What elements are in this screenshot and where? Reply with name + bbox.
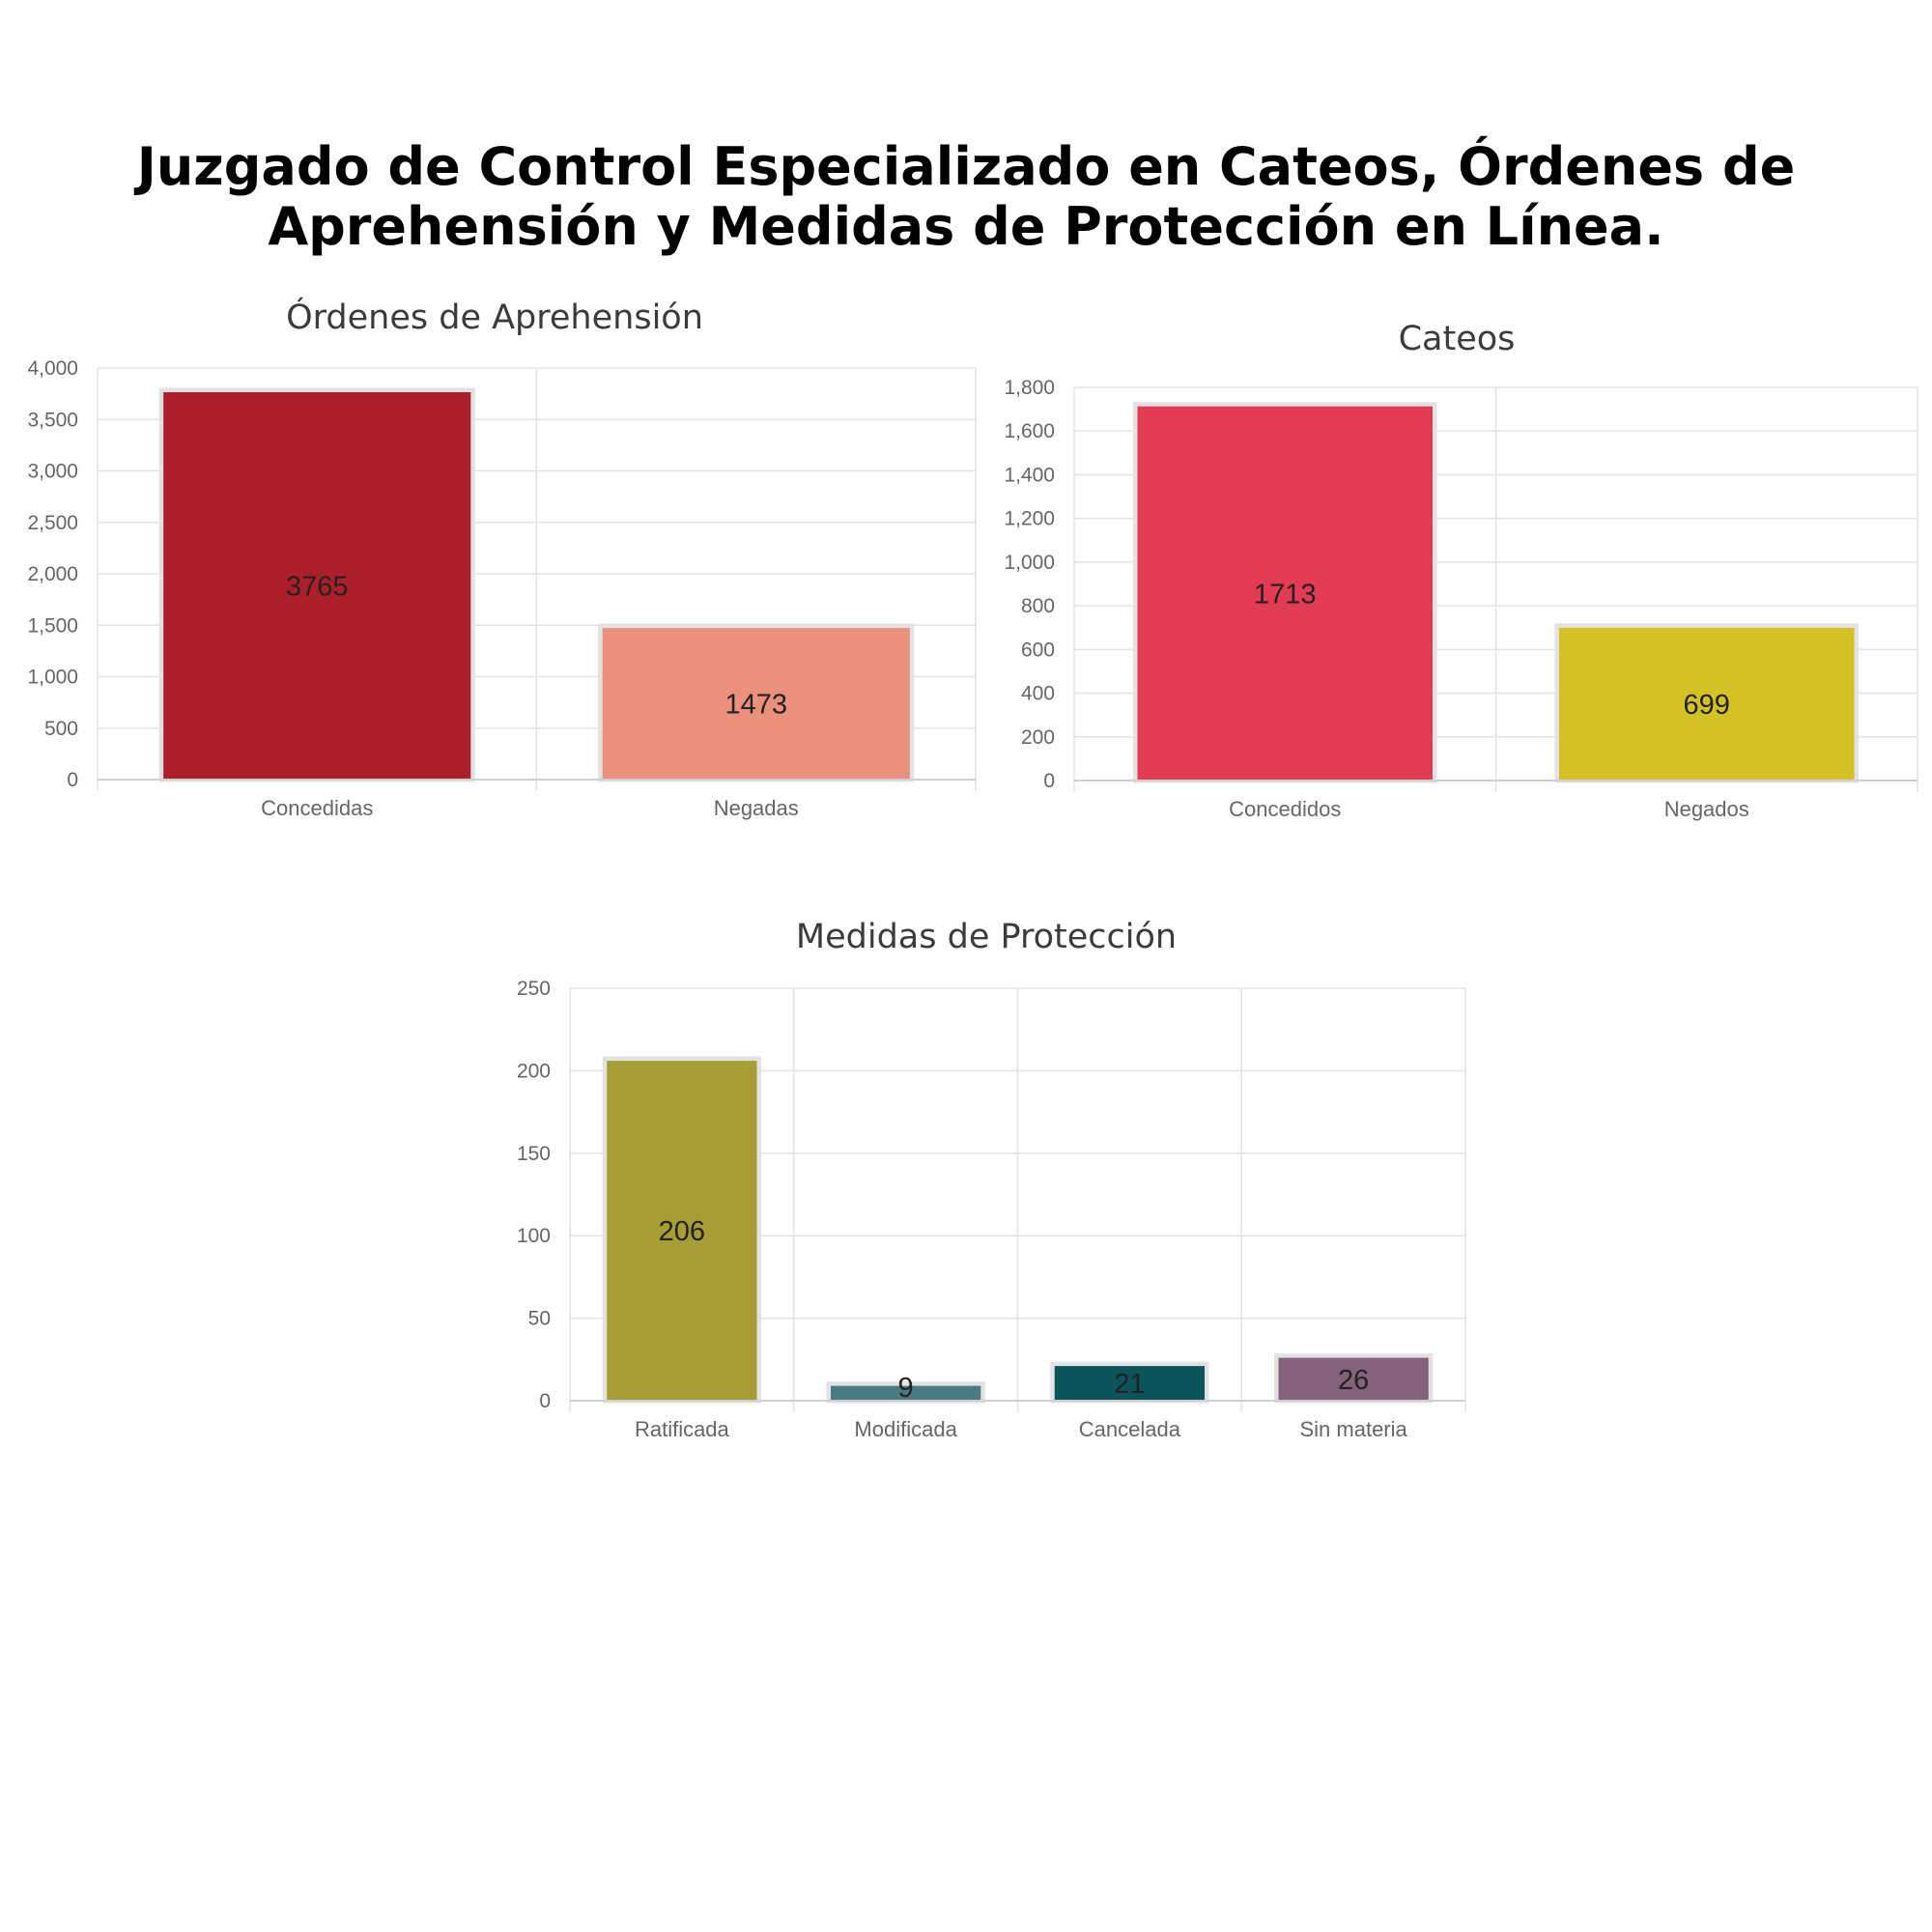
page-title: Juzgado de Control Especializado en Cate… bbox=[0, 137, 1932, 257]
chart-ordenes-aprehension: Órdenes de Aprehensión 0 500 1,000 1,500 2,00… bbox=[27, 297, 977, 820]
y-tick-label: 100 bbox=[517, 1225, 551, 1247]
x-category-label: Concedidos bbox=[1229, 797, 1341, 821]
bar-sin-materia bbox=[1278, 1357, 1429, 1401]
y-tick-label: 2,000 bbox=[27, 563, 78, 585]
y-tick-label: 1,200 bbox=[1004, 508, 1055, 530]
y-tick-label: 1,400 bbox=[1004, 464, 1055, 486]
x-category-label: Negadas bbox=[714, 796, 799, 820]
page-title-line-1: Juzgado de Control Especializado en Cate… bbox=[136, 136, 1796, 197]
x-category-label: Sin materia bbox=[1299, 1417, 1407, 1441]
y-tick-label: 800 bbox=[1021, 595, 1055, 617]
data-label: 1713 bbox=[1254, 579, 1317, 610]
data-label: 206 bbox=[659, 1216, 705, 1247]
data-label: 3765 bbox=[286, 572, 349, 603]
x-category-label: Ratificada bbox=[635, 1417, 730, 1441]
y-tick-label: 200 bbox=[517, 1060, 551, 1082]
x-category-label: Concedidas bbox=[261, 796, 373, 820]
data-label: 1473 bbox=[724, 690, 787, 721]
y-tick-label: 50 bbox=[528, 1308, 551, 1330]
bar-concedidos bbox=[1137, 406, 1434, 781]
y-tick-label: 3,500 bbox=[27, 409, 78, 431]
x-category-label: Negados bbox=[1664, 797, 1749, 821]
bar-modificada bbox=[830, 1385, 981, 1401]
y-tick-label: 0 bbox=[67, 769, 78, 791]
data-label: 9 bbox=[898, 1373, 914, 1404]
y-tick-label: 150 bbox=[517, 1143, 551, 1165]
y-tick-label: 1,600 bbox=[1004, 420, 1055, 442]
bar-negados bbox=[1558, 627, 1855, 781]
y-tick-label: 1,800 bbox=[1004, 377, 1055, 399]
chart-medidas-proteccion: Medidas de Protección 0 50 100 150 200 250 206 R… bbox=[517, 918, 1466, 1441]
chart-title: Órdenes de Aprehensión bbox=[286, 297, 703, 337]
y-tick-label: 250 bbox=[517, 978, 551, 1000]
y-tick-label: 3,000 bbox=[27, 461, 78, 483]
data-label: 699 bbox=[1684, 690, 1730, 721]
y-tick-label: 4,000 bbox=[27, 357, 78, 380]
y-tick-label: 1,000 bbox=[27, 667, 78, 689]
y-tick-label: 500 bbox=[44, 718, 78, 740]
chart-title: Cateos bbox=[1399, 320, 1516, 358]
bar-negadas bbox=[602, 628, 910, 780]
y-tick-label: 600 bbox=[1021, 639, 1055, 661]
bar-concedidas bbox=[163, 392, 471, 780]
bar-cancelada bbox=[1054, 1366, 1206, 1401]
y-tick-label: 2,500 bbox=[27, 512, 78, 534]
bar-ratificada bbox=[607, 1061, 757, 1401]
y-tick-label: 0 bbox=[539, 1390, 551, 1412]
y-tick-label: 1,000 bbox=[1004, 552, 1055, 574]
x-category-label: Modificada bbox=[854, 1417, 957, 1441]
chart-cateos: Cateos 0 200 400 600 800 1,000 1,200 1,400 1,600 1… bbox=[1004, 320, 1918, 821]
data-label: 21 bbox=[1114, 1369, 1145, 1400]
y-tick-label: 400 bbox=[1021, 683, 1055, 705]
data-label: 26 bbox=[1338, 1365, 1369, 1396]
page-title-line-2: Aprehensión y Medidas de Protección en L… bbox=[268, 196, 1664, 257]
chart-title: Medidas de Protección bbox=[796, 918, 1177, 956]
y-tick-label: 1,500 bbox=[27, 614, 78, 637]
x-category-label: Cancelada bbox=[1079, 1417, 1181, 1441]
y-tick-label: 200 bbox=[1021, 726, 1055, 749]
y-tick-label: 0 bbox=[1043, 770, 1055, 792]
